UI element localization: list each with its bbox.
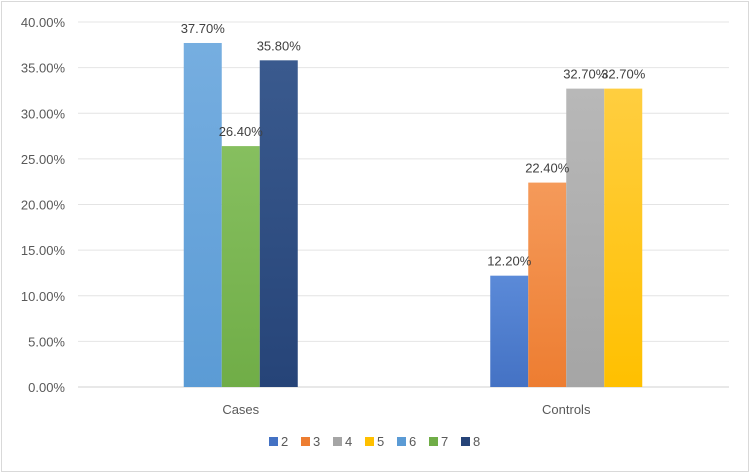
x-tick-label: Controls [542,402,591,417]
y-tick-label: 20.00% [21,198,66,213]
x-tick-label: Cases [222,402,259,417]
legend-label-8: 8 [473,434,480,449]
legend-swatch-5 [365,437,374,446]
data-labels: 37.70% 26.40% 35.80% 12.20% 22.40% 32.70%32.7… [181,21,646,269]
bar-series-8-cases [259,60,298,387]
y-tick-label: 40.00% [21,15,66,30]
y-tick-label: 30.00% [21,106,66,121]
legend-label-5: 5 [377,434,384,449]
legend: 2 3 4 5 6 7 8 [269,434,480,449]
y-tick-label: 0.00% [28,380,65,395]
data-label: 32.70% [601,67,646,82]
y-axis: 0.00% 5.00% 10.00% 15.00% 20.00% 25.00% 30.00%… [21,15,66,395]
legend-swatch-3 [301,437,310,446]
data-label: 12.20% [487,254,532,269]
data-label: 37.70% [181,21,226,36]
x-axis: Cases Controls [222,402,591,417]
data-label: 32.70% [563,67,608,82]
data-label: 26.40% [219,124,264,139]
bars [183,42,643,388]
legend-label-4: 4 [345,434,352,449]
y-tick-label: 35.00% [21,61,66,76]
legend-label-3: 3 [313,434,320,449]
data-label: 22.40% [525,161,570,176]
legend-swatch-8 [461,437,470,446]
y-tick-label: 25.00% [21,152,66,167]
data-label: 35.80% [257,38,302,53]
y-tick-label: 5.00% [28,334,65,349]
y-tick-label: 10.00% [21,289,66,304]
bar-series-2-controls [490,275,529,387]
bar-series-5-controls [604,88,643,388]
legend-swatch-4 [333,437,342,446]
bar-series-7-cases [221,146,260,387]
legend-label-6: 6 [409,434,416,449]
y-tick-label: 15.00% [21,243,66,258]
bar-series-6-cases [183,42,222,388]
legend-label-7: 7 [441,434,448,449]
legend-swatch-7 [429,437,438,446]
legend-swatch-6 [397,437,406,446]
legend-swatch-2 [269,437,278,446]
bar-series-3-controls [528,182,567,387]
legend-label-2: 2 [281,434,288,449]
bar-series-4-controls [566,88,605,388]
